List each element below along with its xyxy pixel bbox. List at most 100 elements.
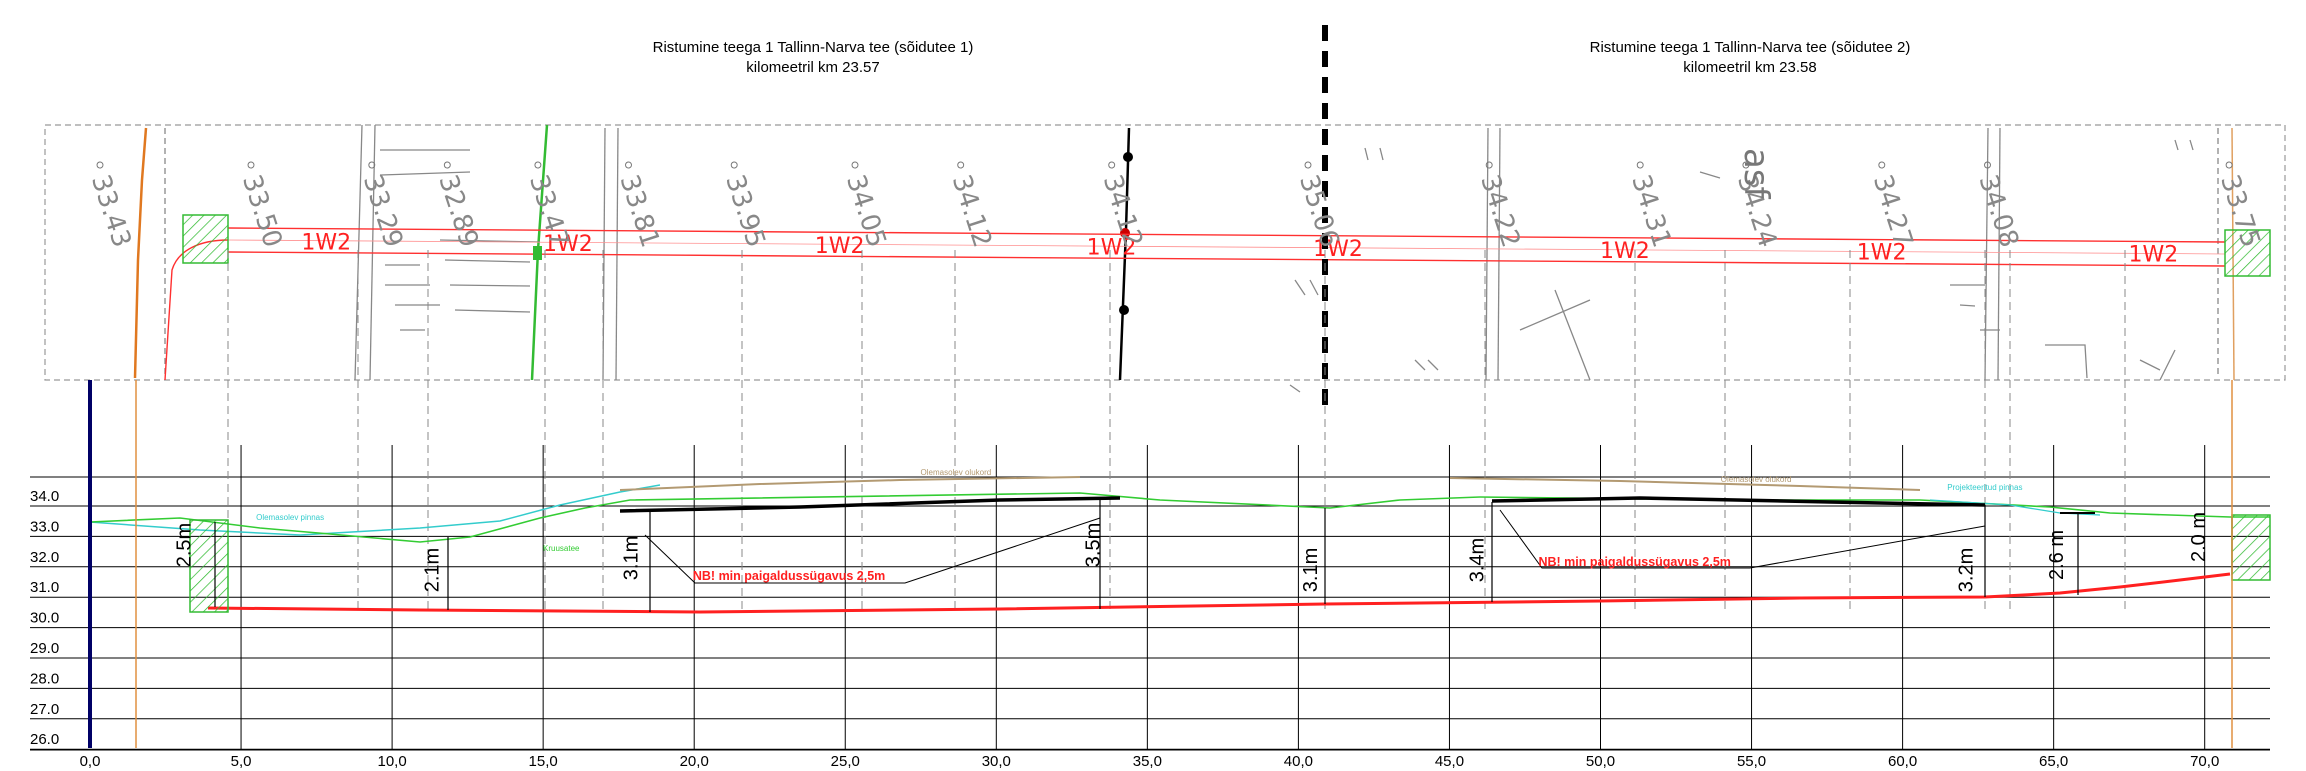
x-tick-label: 40,0 xyxy=(1284,753,1313,770)
depth-label: 3.1m xyxy=(1300,548,1322,592)
elevation-point xyxy=(1304,161,1312,169)
asf-label: asf xyxy=(1736,148,1776,200)
leader-right xyxy=(1499,509,1986,569)
elevation-point xyxy=(1742,161,1750,169)
depth-label: 2.0 m xyxy=(2188,512,2210,562)
profile-labels: 2.5m 2.1m 3.1m 3.5m 3.1m 3.4m 3.2m 2.6 m 2.0 m NB… xyxy=(174,468,2210,592)
left-title-line2: kilomeetril km 23.57 xyxy=(746,59,879,76)
plan-hatch xyxy=(379,149,2176,381)
profile-box-right xyxy=(2231,514,2271,581)
left-title-line1: Ristumine teega 1 Tallinn-Narva tee (sõi… xyxy=(653,39,974,56)
x-tick-label: 5,0 xyxy=(231,753,252,770)
elevation-point xyxy=(534,161,542,169)
leader-left xyxy=(644,517,1101,584)
x-tick-label: 50,0 xyxy=(1586,753,1615,770)
profile-small-label: Olemasolev pinnas xyxy=(256,513,324,522)
pipe-label: 1W2 xyxy=(1313,237,1363,262)
profile-small-label: Projekteeritud pinnas xyxy=(1947,483,2022,492)
elevation-point xyxy=(1984,161,1991,169)
plan-pipe-line-top xyxy=(227,227,2226,243)
profile-small-label: Kruusatee xyxy=(543,544,580,553)
pipe-label: 1W2 xyxy=(301,230,351,255)
elevation-point xyxy=(730,161,738,169)
elevation-point xyxy=(1636,161,1644,169)
elevation-point xyxy=(851,161,859,169)
plan-node-3 xyxy=(1119,305,1129,315)
plan-node-2 xyxy=(1120,228,1130,238)
x-tick-label: 20,0 xyxy=(680,753,709,770)
ground-green-left xyxy=(89,492,1481,543)
pipe-label: 1W2 xyxy=(815,234,865,259)
depth-label: 3.5m xyxy=(1083,523,1105,567)
elevation-point xyxy=(96,161,104,169)
pipe-profile xyxy=(207,572,2231,614)
plan-box-left xyxy=(182,214,229,264)
right-title-line1: Ristumine teega 1 Tallinn-Narva tee (sõi… xyxy=(1590,39,1911,56)
min-depth-note: NB! min paigaldussügavus 2,5m xyxy=(1538,555,1730,569)
y-tick-label: 33.0 xyxy=(30,518,59,535)
x-tick-label: 35,0 xyxy=(1133,753,1162,770)
plan-curb-5 xyxy=(1485,127,1489,381)
x-tick-label: 0,0 xyxy=(80,753,101,770)
plan-curb-4 xyxy=(615,127,619,381)
plan-hatched-boxes xyxy=(182,214,2271,277)
plan-node-1 xyxy=(1123,152,1133,162)
profile-grid: 34.0 33.0 32.0 31.0 30.0 29.0 28.0 27.0 26.0 xyxy=(30,476,2270,751)
depth-label: 3.4m xyxy=(1466,538,1488,582)
plan-curb-6 xyxy=(1497,127,1501,381)
profile-small-label: Olemasolev olukord xyxy=(921,468,992,477)
x-tick-label: 60,0 xyxy=(1888,753,1917,770)
plan-ticks xyxy=(1289,139,2194,393)
x-tick-label: 10,0 xyxy=(377,753,406,770)
design-road-left xyxy=(619,496,1121,513)
x-tick-label: 65,0 xyxy=(2039,753,2068,770)
depth-label: 3.1m xyxy=(621,536,643,580)
y-tick-label: 27.0 xyxy=(30,701,59,718)
pipe-label: 1W2 xyxy=(1087,236,1137,261)
pipe-label: 1W2 xyxy=(1857,241,1907,266)
elevation-point xyxy=(1108,161,1116,169)
design-road-right xyxy=(1491,496,1986,507)
plan-pipe-line-mid xyxy=(227,239,2226,255)
plan-curb-7 xyxy=(1984,127,1989,381)
x-tick-label: 30,0 xyxy=(982,753,1011,770)
y-tick-label: 34.0 xyxy=(30,488,59,505)
plan-box-right xyxy=(2224,229,2271,277)
existing-road-right xyxy=(1449,477,1921,491)
depth-label: 2.5m xyxy=(174,523,196,567)
x-tick-label: 45,0 xyxy=(1435,753,1464,770)
elevation-point xyxy=(443,161,451,169)
y-tick-label: 32.0 xyxy=(30,549,59,566)
plan-road-edge-orange-left xyxy=(133,127,148,379)
x-tick-label: 15,0 xyxy=(529,753,558,770)
y-tick-label: 31.0 xyxy=(30,579,59,596)
y-tick-label: 28.0 xyxy=(30,670,59,687)
elevation-point xyxy=(625,161,632,169)
pipe-label: 1W2 xyxy=(1600,239,1650,264)
elevation-point xyxy=(1485,161,1493,169)
profile-lines xyxy=(89,476,2271,614)
pipe-label: 1W2 xyxy=(543,232,593,257)
profile-box-left xyxy=(189,519,229,613)
plan-curb-8 xyxy=(1997,127,2001,381)
y-tick-label: 29.0 xyxy=(30,640,59,657)
elevation-point xyxy=(247,161,255,169)
pipe-label: 1W2 xyxy=(2129,243,2179,268)
x-tick-label: 25,0 xyxy=(831,753,860,770)
depth-label: 3.2m xyxy=(1956,548,1978,592)
x-tick-label: 55,0 xyxy=(1737,753,1766,770)
depth-label: 2.1m xyxy=(421,548,443,592)
elevation-point xyxy=(957,161,965,169)
plan-box-mid xyxy=(533,246,542,260)
elevation-point xyxy=(368,161,376,169)
min-depth-note: NB! min paigaldussügavus 2,5m xyxy=(693,569,885,583)
elevation-point xyxy=(2225,161,2233,169)
profile-small-label: Olemasolev olukord xyxy=(1721,475,1792,484)
x-tick-label: 70,0 xyxy=(2190,753,2219,770)
plan-pipe-line-bottom xyxy=(227,251,2226,267)
y-tick-label: 26.0 xyxy=(30,731,59,748)
right-title-line2: kilomeetril km 23.58 xyxy=(1683,59,1816,76)
elevation-point xyxy=(1878,161,1886,169)
